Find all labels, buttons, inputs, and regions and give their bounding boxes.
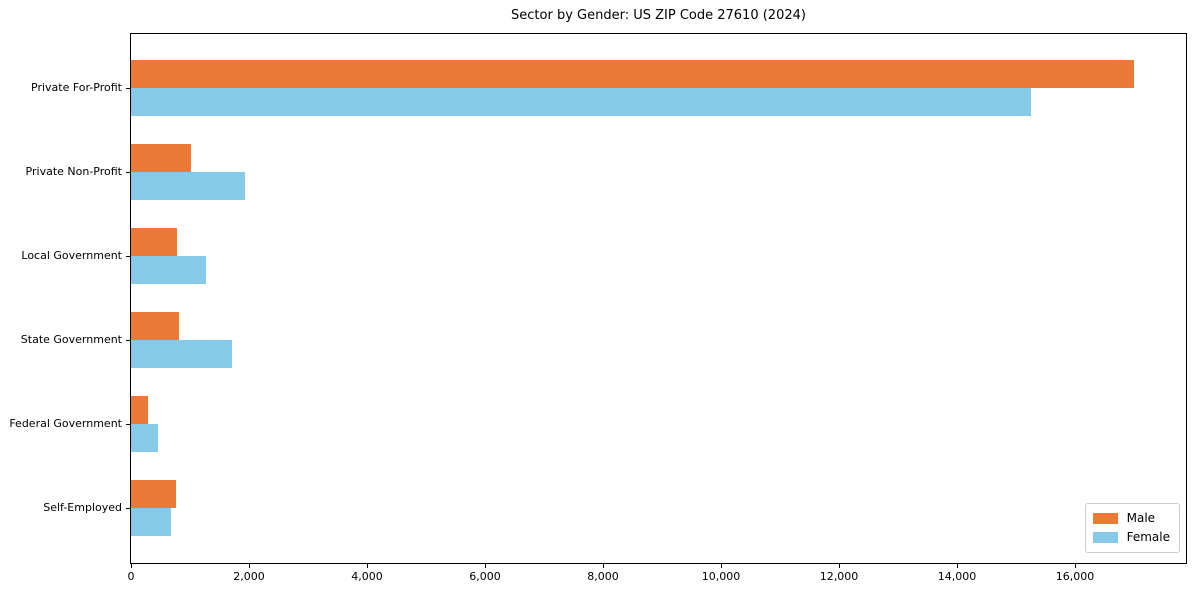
legend-swatch-female	[1092, 532, 1118, 543]
x-tick-label-8000: 8,000	[587, 570, 619, 583]
bar-female-federal-government	[131, 424, 158, 452]
bar-female-state-government	[131, 340, 232, 368]
x-tick-label-4000: 4,000	[351, 570, 383, 583]
y-tick-label-federal-government: Federal Government	[9, 417, 122, 430]
legend-label-female: Female	[1126, 530, 1170, 544]
x-tick-mark	[721, 564, 722, 568]
y-tick-mark	[126, 256, 130, 257]
bar-male-self-employed	[131, 480, 176, 508]
y-tick-label-self-employed: Self-Employed	[43, 501, 122, 514]
y-tick-label-local-government: Local Government	[21, 249, 122, 262]
legend: Male Female	[1084, 503, 1180, 553]
x-tick-label-16000: 16,000	[1055, 570, 1095, 583]
plot-area: Male Female	[130, 33, 1187, 564]
y-tick-mark	[126, 88, 130, 89]
x-tick-mark	[957, 564, 958, 568]
x-tick-mark	[249, 564, 250, 568]
y-tick-mark	[126, 340, 130, 341]
x-tick-label-10000: 10,000	[701, 570, 741, 583]
x-tick-label-12000: 12,000	[819, 570, 859, 583]
legend-item-female: Female	[1092, 528, 1170, 547]
y-tick-mark	[126, 424, 130, 425]
bar-female-private-non-profit	[131, 172, 245, 200]
legend-item-male: Male	[1092, 509, 1170, 528]
x-tick-mark	[1075, 564, 1076, 568]
bar-male-private-for-profit	[131, 60, 1134, 88]
bar-male-local-government	[131, 228, 177, 256]
bar-female-private-for-profit	[131, 88, 1031, 116]
chart-title: Sector by Gender: US ZIP Code 27610 (202…	[511, 8, 806, 23]
x-tick-label-6000: 6,000	[469, 570, 501, 583]
bar-male-state-government	[131, 312, 179, 340]
bar-female-self-employed	[131, 508, 171, 536]
y-tick-label-state-government: State Government	[20, 333, 122, 346]
x-tick-label-0: 0	[127, 570, 135, 583]
x-tick-mark	[603, 564, 604, 568]
x-tick-mark	[367, 564, 368, 568]
y-tick-mark	[126, 508, 130, 509]
x-tick-mark	[839, 564, 840, 568]
legend-label-male: Male	[1126, 511, 1156, 525]
bar-male-private-non-profit	[131, 144, 191, 172]
x-tick-mark	[131, 564, 132, 568]
y-tick-label-private-for-profit: Private For-Profit	[31, 81, 122, 94]
bar-male-federal-government	[131, 396, 148, 424]
y-tick-label-private-non-profit: Private Non-Profit	[25, 165, 122, 178]
x-tick-label-14000: 14,000	[937, 570, 977, 583]
x-tick-label-2000: 2,000	[233, 570, 265, 583]
x-tick-mark	[485, 564, 486, 568]
y-tick-mark	[126, 172, 130, 173]
legend-swatch-male	[1092, 513, 1118, 524]
bar-female-local-government	[131, 256, 206, 284]
